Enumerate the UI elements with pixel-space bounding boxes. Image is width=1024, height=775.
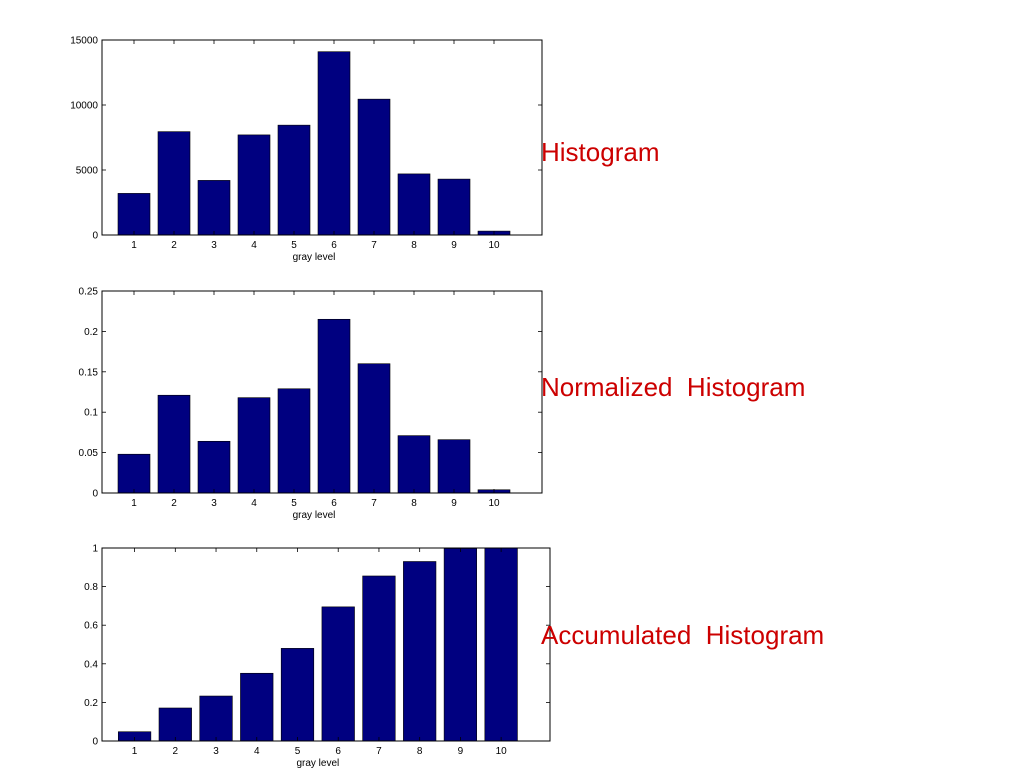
bar-8	[397, 173, 431, 236]
x-tick-label: 3	[211, 498, 217, 509]
y-tick-label: 15000	[70, 36, 98, 47]
axes-box	[101, 547, 551, 742]
bar-4	[240, 672, 274, 742]
x-tick-label: 10	[496, 746, 508, 757]
histogram-title: Histogram	[541, 137, 660, 167]
accumulated-histogram-title: Accumulated Histogram	[541, 620, 825, 650]
bar-2	[157, 131, 191, 236]
axes-box	[101, 290, 543, 494]
x-tick-label: 3	[213, 746, 219, 757]
y-tick-label: 0.8	[84, 582, 98, 593]
plot-area: 1 2 3 4 5 6 7 8 9 10 0 0.05 0.1 0.15 0.2 0.25 gray level	[79, 287, 543, 521]
bar-3	[197, 440, 231, 494]
x-tick-label: 1	[132, 746, 138, 757]
y-tick-label: 0.15	[79, 367, 99, 378]
bar-4	[237, 134, 271, 236]
y-tick-label: 0.2	[84, 698, 98, 709]
x-tick-label: 2	[171, 240, 177, 251]
bar-2	[157, 394, 191, 494]
accumulated-histogram-chart: 1 2 3 4 5 6 7 8 9 10 0 0.2 0.4 0.6 0.8 1 gray level	[84, 544, 551, 769]
x-tick-label: 1	[131, 240, 137, 251]
bar-7	[362, 575, 396, 742]
x-tick-label: 6	[331, 240, 337, 251]
y-tick-label: 0	[92, 737, 98, 748]
x-tick-label: 7	[376, 746, 382, 757]
x-tick-label: 4	[254, 746, 260, 757]
bar-9	[437, 178, 471, 236]
x-tick-label: 5	[295, 746, 301, 757]
y-tick-label: 0.25	[79, 287, 99, 298]
x-tick-label: 7	[371, 498, 377, 509]
y-tick-label: 5000	[76, 166, 99, 177]
normalized-histogram-title: Normalized Histogram	[541, 372, 806, 402]
y-tick-label: 0.4	[84, 659, 98, 670]
y-tick-label: 10000	[70, 101, 98, 112]
x-tick-label: 6	[335, 746, 341, 757]
x-tick-label: 6	[331, 498, 337, 509]
x-tick-label: 3	[211, 240, 217, 251]
x-tick-label: 7	[371, 240, 377, 251]
x-tick-label: 9	[451, 498, 457, 509]
bar-9	[437, 439, 471, 494]
plot-area: 1 2 3 4 5 6 7 8 9 10 0 0.2 0.4 0.6 0.8 1 gray level	[84, 544, 551, 769]
bar-8	[403, 561, 437, 742]
bar-5	[277, 388, 311, 494]
x-tick-label: 10	[488, 240, 500, 251]
histogram-chart: 1 2 3 4 5 6 7 8 9 10 0 5000 10000 15000 gray level	[70, 36, 543, 263]
x-tick-label: 4	[251, 498, 257, 509]
x-axis-label: gray level	[296, 758, 339, 769]
bar-2	[158, 707, 192, 742]
x-tick-label: 1	[131, 498, 137, 509]
y-tick-label: 1	[92, 544, 98, 555]
x-tick-label: 4	[251, 240, 257, 251]
x-tick-label: 8	[411, 498, 417, 509]
bar-7	[357, 98, 391, 236]
y-tick-label: 0.2	[84, 327, 98, 338]
normalized-histogram-chart: 1 2 3 4 5 6 7 8 9 10 0 0.05 0.1 0.15 0.2 0.25 gray level	[79, 287, 543, 521]
x-tick-label: 10	[488, 498, 500, 509]
bar-8	[397, 435, 431, 494]
bar-1	[117, 193, 151, 236]
x-tick-label: 9	[458, 746, 464, 757]
bar-10	[484, 547, 518, 742]
bar-4	[237, 397, 271, 494]
y-tick-label: 0.6	[84, 621, 98, 632]
bar-6	[317, 318, 351, 494]
bar-6	[321, 606, 355, 742]
bar-3	[199, 695, 233, 742]
bar-7	[357, 363, 391, 494]
y-tick-label: 0	[92, 231, 98, 242]
x-tick-label: 5	[291, 498, 297, 509]
bar-1	[117, 453, 151, 494]
axes-box	[101, 39, 543, 236]
bar-9	[443, 548, 477, 742]
x-tick-label: 2	[171, 498, 177, 509]
plot-area: 1 2 3 4 5 6 7 8 9 10 0 5000 10000 15000 gray level	[70, 36, 543, 263]
x-tick-label: 5	[291, 240, 297, 251]
y-tick-label: 0.1	[84, 408, 98, 419]
x-tick-label: 8	[417, 746, 423, 757]
bar-5	[280, 648, 315, 742]
bar-5	[277, 124, 311, 236]
x-tick-label: 2	[173, 746, 179, 757]
y-tick-label: 0.05	[79, 448, 99, 459]
x-tick-label: 8	[411, 240, 417, 251]
x-tick-label: 9	[451, 240, 457, 251]
bar-6	[317, 51, 351, 236]
x-axis-label: gray level	[293, 510, 336, 521]
x-axis-label: gray level	[293, 252, 336, 263]
y-tick-label: 0	[92, 489, 98, 500]
bar-3	[197, 180, 231, 236]
